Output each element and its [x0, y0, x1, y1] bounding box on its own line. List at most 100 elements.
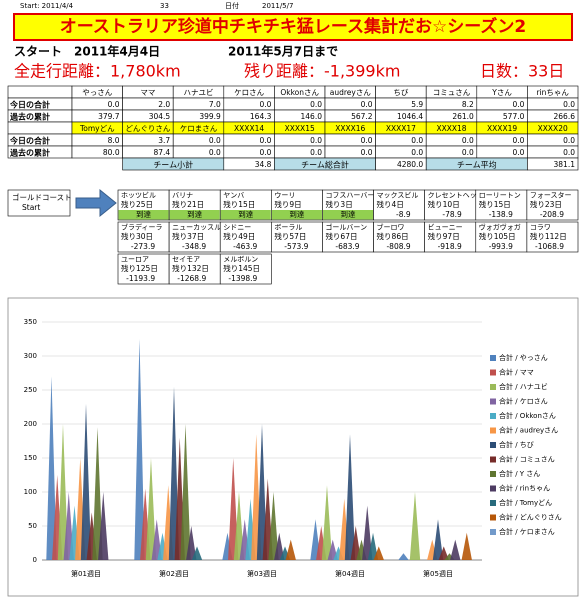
stop-status: -208.9: [540, 210, 564, 219]
date-label: 日付: [225, 1, 239, 10]
stop-name: フォースター: [530, 191, 572, 200]
x-tick-label: 第01週目: [71, 569, 101, 578]
cell: [271, 221, 323, 253]
date: 2011/5/7: [262, 2, 293, 10]
cell-value: 0.0: [361, 136, 373, 145]
y-tick-label: 150: [24, 454, 37, 462]
summary-label: チーム平均: [457, 160, 497, 170]
cell: [526, 189, 579, 221]
stop-status: -993.9: [489, 242, 513, 251]
y-tick-label: 350: [24, 318, 37, 326]
stop-days: 残り3日: [325, 199, 352, 209]
stop-days: 残り4日: [377, 199, 404, 209]
cell: [373, 221, 425, 253]
stop-name: ニューカッスル: [172, 224, 221, 232]
column-name: XXXX19: [487, 124, 517, 133]
cell-value: 3.7: [158, 136, 170, 145]
cell: [168, 253, 221, 285]
row-label: 過去の累計: [9, 148, 50, 158]
legend-label: 合計 / ケロさん: [499, 397, 548, 406]
legend-label: 合計 / Y さん: [499, 469, 540, 478]
stop-status: 到達: [341, 209, 356, 219]
stop-days: 残り57日: [274, 231, 306, 241]
stop-status: -573.9: [284, 242, 308, 251]
bar: [233, 492, 245, 560]
stop-name: シドニー: [223, 224, 251, 232]
x-tick-label: 第03週目: [247, 569, 277, 578]
bar: [450, 539, 461, 560]
bar: [57, 424, 69, 560]
cell: [7, 85, 73, 99]
cell-value: 0.0: [310, 100, 322, 109]
stop-status: -8.9: [396, 210, 411, 219]
column-name: XXXX17: [386, 124, 416, 133]
column-name: ハナユビ: [184, 88, 214, 97]
cell-value: 0.0: [259, 136, 271, 145]
bar: [344, 434, 356, 560]
stop-days: 残り10日: [428, 199, 460, 209]
legend-swatch: [490, 355, 496, 361]
column-name: XXXX20: [538, 124, 568, 133]
column-name: やっさん: [82, 88, 112, 97]
cell-value: 399.9: [199, 112, 221, 121]
legend-label: 合計 / ちび: [499, 440, 534, 449]
column-name: コミュさん: [433, 88, 471, 97]
stop-name: ホッツビル: [121, 191, 156, 200]
bar: [145, 458, 157, 560]
stop-days: 残り132日: [172, 263, 209, 273]
column-name: XXXX14: [234, 124, 264, 133]
title: オーストラリア珍道中チキチキ猛レース集計だお☆シーズン2: [60, 16, 527, 37]
legend-swatch: [490, 427, 496, 434]
summary-value: 4280.0: [397, 160, 423, 169]
cell-value: 0.0: [512, 100, 524, 109]
legend-swatch: [490, 384, 496, 390]
bar: [362, 505, 373, 560]
bar: [274, 532, 285, 560]
legend-label: 合計 / ケロまさん: [499, 527, 555, 536]
legend-label: 合計 / rinちゃん: [499, 484, 550, 493]
stop-name: コラワ: [530, 224, 551, 232]
bar: [438, 546, 449, 560]
cell: [117, 221, 170, 253]
bar: [186, 526, 197, 560]
legend-label: 合計 / Tomyどん: [499, 498, 552, 507]
stop-days: 残り125日: [121, 263, 158, 273]
stop-days: 残り21日: [172, 199, 204, 209]
bar: [461, 532, 472, 560]
cell-value: 0.0: [563, 100, 575, 109]
stop-status: -78.9: [442, 210, 462, 219]
y-tick-label: 50: [28, 522, 37, 530]
until: 2011年5月7日まで: [228, 44, 338, 59]
start-label: Start: 2011/4/4: [20, 2, 74, 10]
stop-name: クレセントヘッド: [428, 192, 484, 200]
y-tick-label: 100: [24, 488, 37, 496]
course-start: ゴールドコースト: [12, 192, 72, 202]
cell-value: 146.0: [301, 112, 323, 121]
cell-value: 567.2: [351, 112, 373, 121]
y-tick-label: 250: [24, 386, 37, 394]
cell-value: 0.0: [108, 100, 120, 109]
stop-name: ユーロア: [121, 256, 149, 264]
row-label: 過去の累計: [9, 112, 50, 122]
stop-name: ヤンバ: [223, 192, 244, 200]
column-name: audreyさん: [330, 88, 372, 97]
stop-name: ゴールバーン: [325, 223, 367, 232]
stop-days: 残り86日: [377, 231, 409, 241]
legend-swatch: [490, 369, 496, 376]
legend-swatch: [490, 500, 496, 506]
stop-days: 残り15日: [223, 199, 255, 209]
cell-value: 0.0: [462, 136, 474, 145]
cell-value: 2.0: [158, 100, 170, 109]
stop-name: ビューニー: [428, 223, 463, 232]
stop-name: ローリートン: [479, 192, 521, 200]
summary-value: 34.8: [255, 160, 272, 169]
column-name: ケロまさん: [180, 124, 218, 133]
stop-days: 残り15日: [479, 199, 511, 209]
legend-swatch: [490, 413, 496, 419]
stop-name: ボーラル: [274, 224, 302, 232]
stop-days: 残り9日: [274, 199, 301, 209]
summary-label: チーム総合計: [301, 160, 349, 170]
bar: [80, 403, 92, 560]
row-label: 今日の合計: [9, 136, 50, 146]
arrow: [75, 188, 117, 218]
